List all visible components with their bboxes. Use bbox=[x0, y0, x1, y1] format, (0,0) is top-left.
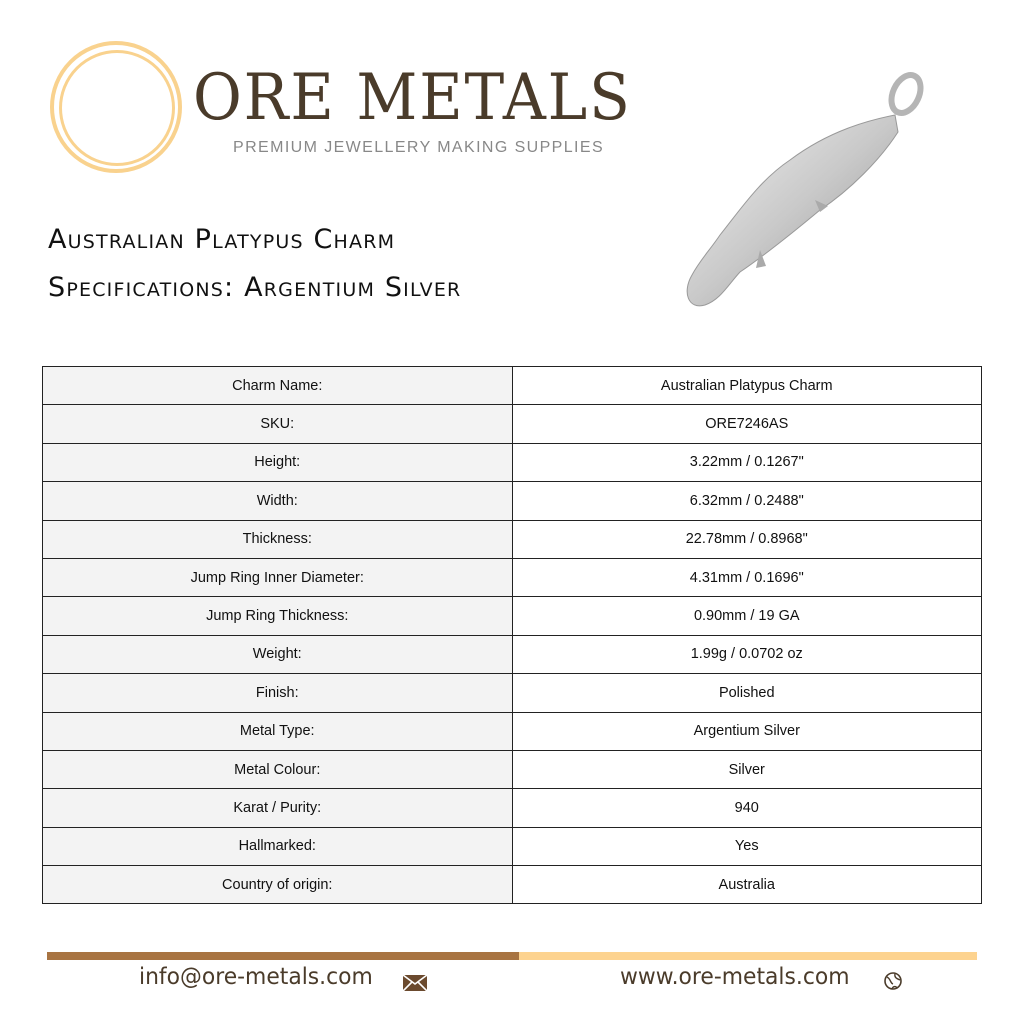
spec-value: ORE7246AS bbox=[511, 404, 982, 444]
footer-bar-dark bbox=[47, 952, 519, 960]
logo-ring-icon bbox=[50, 41, 182, 173]
table-row: Thickness: 22.78mm / 0.8968" bbox=[42, 519, 982, 559]
product-subtitle: Specifications: Argentium Silver bbox=[48, 272, 462, 303]
table-row: Width: 6.32mm / 0.2488" bbox=[42, 481, 982, 521]
spec-label: Jump Ring Inner Diameter: bbox=[42, 557, 513, 598]
spec-label: Width: bbox=[42, 481, 513, 521]
product-title: Australian Platypus Charm bbox=[48, 224, 396, 255]
spec-label: SKU: bbox=[42, 404, 513, 444]
spec-value: 940 bbox=[511, 788, 982, 828]
spec-label: Karat / Purity: bbox=[42, 788, 513, 828]
specifications-table: Charm Name: Australian Platypus Charm SKU:… bbox=[42, 365, 982, 905]
brand-name: ORE METALS bbox=[193, 61, 632, 135]
spec-value: Silver bbox=[511, 749, 982, 790]
platypus-charm-image bbox=[686, 72, 924, 307]
envelope-icon bbox=[403, 975, 427, 991]
table-row: Charm Name: Australian Platypus Charm bbox=[42, 365, 982, 406]
table-row: Metal Colour: Silver bbox=[42, 749, 982, 790]
table-row: Weight: 1.99g / 0.0702 oz bbox=[42, 634, 982, 675]
spec-label: Weight: bbox=[42, 634, 513, 675]
table-row: Metal Type: Argentium Silver bbox=[42, 711, 982, 751]
spec-value: Polished bbox=[511, 673, 982, 713]
brand-tagline: PREMIUM JEWELLERY MAKING SUPPLIES bbox=[233, 139, 605, 156]
spec-label: Finish: bbox=[42, 673, 513, 713]
spec-label: Metal Colour: bbox=[42, 749, 513, 790]
spec-value: 6.32mm / 0.2488" bbox=[511, 481, 982, 521]
spec-value: 0.90mm / 19 GA bbox=[511, 596, 982, 636]
spec-value: Yes bbox=[511, 826, 982, 867]
spec-label: Hallmarked: bbox=[42, 826, 513, 867]
spec-value: 22.78mm / 0.8968" bbox=[511, 519, 982, 559]
spec-label: Thickness: bbox=[42, 519, 513, 559]
table-row: Height: 3.22mm / 0.1267" bbox=[42, 442, 982, 483]
spec-value: 1.99g / 0.0702 oz bbox=[511, 634, 982, 675]
table-row: Jump Ring Inner Diameter: 4.31mm / 0.1696… bbox=[42, 557, 982, 598]
spec-value: Australian Platypus Charm bbox=[511, 365, 982, 406]
spec-label: Country of origin: bbox=[42, 865, 513, 905]
spec-value: Australia bbox=[511, 865, 982, 905]
spec-label: Charm Name: bbox=[42, 365, 513, 406]
spec-label: Jump Ring Thickness: bbox=[42, 596, 513, 636]
table-row: Karat / Purity: 940 bbox=[42, 788, 982, 828]
spec-value: 3.22mm / 0.1267" bbox=[511, 442, 982, 483]
spec-value: Argentium Silver bbox=[511, 711, 982, 751]
footer-bar-light bbox=[519, 952, 977, 960]
table-row: Country of origin: Australia bbox=[42, 865, 982, 905]
table-row: Jump Ring Thickness: 0.90mm / 19 GA bbox=[42, 596, 982, 636]
table-row: SKU: ORE7246AS bbox=[42, 404, 982, 444]
globe-icon bbox=[884, 972, 902, 990]
logo-inner-ring-icon bbox=[59, 50, 175, 166]
spec-value: 4.31mm / 0.1696" bbox=[511, 557, 982, 598]
table-row: Hallmarked: Yes bbox=[42, 826, 982, 867]
email-link[interactable]: info@ore-metals.com bbox=[139, 964, 373, 990]
spec-label: Metal Type: bbox=[42, 711, 513, 751]
website-link[interactable]: www.ore-metals.com bbox=[620, 964, 850, 990]
table-row: Finish: Polished bbox=[42, 673, 982, 713]
spec-label: Height: bbox=[42, 442, 513, 483]
